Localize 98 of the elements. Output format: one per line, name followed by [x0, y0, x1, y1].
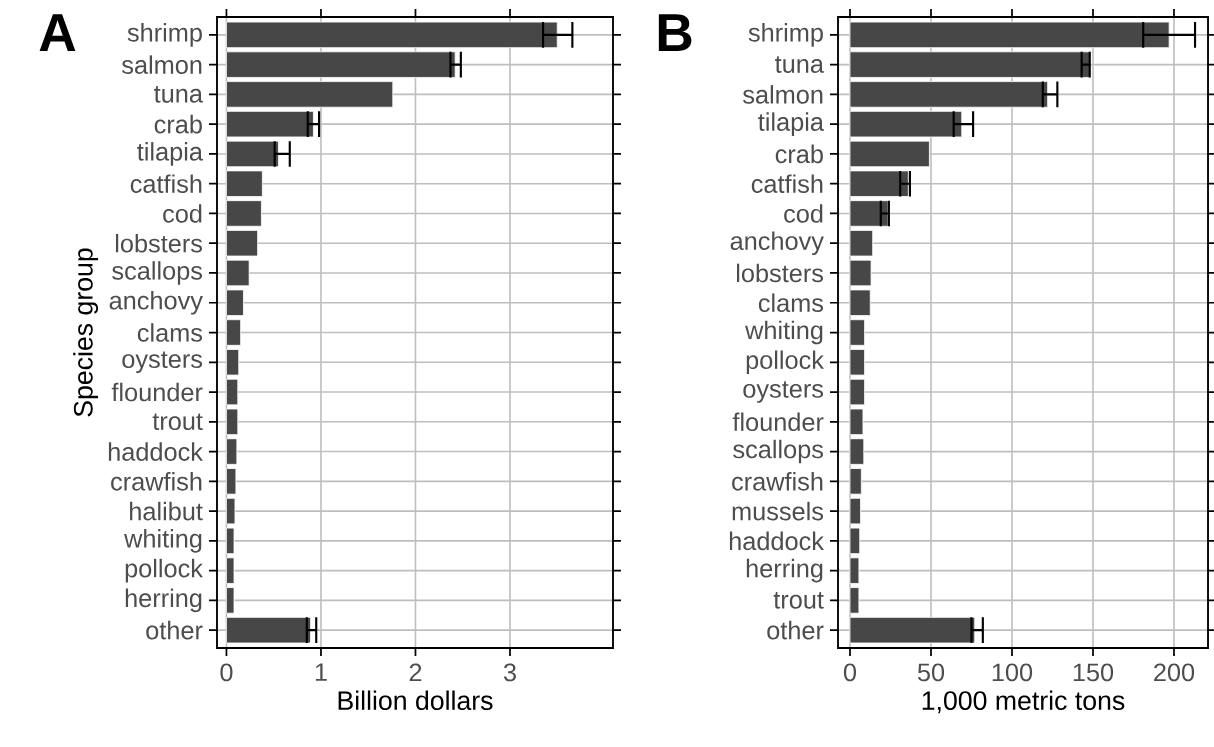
bar [849, 378, 865, 406]
y-tick-label: oysters [122, 351, 203, 374]
y-tick-label: crab [154, 114, 202, 134]
y-tick-label: shrimp [748, 23, 823, 47]
x-tick-label: 200 [1154, 663, 1195, 682]
y-tick-label: trout [152, 413, 203, 431]
y-tick-label: shrimp [127, 23, 202, 47]
bar [226, 378, 239, 406]
y-tick-label: trout [773, 592, 824, 609]
bar [849, 408, 864, 436]
y-tick-label: crab [775, 144, 823, 164]
y-tick-label: whiting [124, 529, 202, 553]
y-tick-label: clams [137, 323, 203, 342]
y-tick-label: halibut [130, 501, 203, 521]
y-tick-label: lobsters [736, 263, 824, 283]
y-tick-label: cod [784, 204, 823, 223]
x-tick-label: 1 [315, 663, 327, 681]
y-tick-label: scallops [733, 439, 824, 464]
bar [226, 51, 456, 78]
chart-title: B [658, 14, 692, 51]
bar [849, 51, 1091, 78]
bar [849, 587, 860, 614]
bar [226, 81, 394, 108]
bar [226, 259, 250, 287]
y-tick-label: haddock [729, 531, 824, 551]
bar [849, 349, 865, 376]
bar [849, 200, 889, 227]
y-tick-label: mussels [732, 501, 824, 521]
bar [226, 110, 314, 138]
y-tick-label: crawfish [111, 472, 202, 491]
bar [226, 200, 262, 227]
bar [849, 616, 976, 644]
bar [226, 140, 279, 168]
bar [226, 170, 263, 197]
bar [226, 527, 235, 555]
x-tick-label: 150 [1073, 663, 1114, 682]
y-tick-label: herring [125, 588, 202, 613]
x-axis-title: Billion dollars [338, 690, 493, 711]
x-axis-title: 1,000 metric tons [922, 690, 1125, 714]
bar [226, 21, 558, 49]
bar [849, 557, 860, 584]
y-tick-label: tilapia [758, 112, 824, 136]
bar [226, 497, 236, 525]
bar [849, 81, 1049, 108]
y-tick-label: salmon [743, 85, 823, 104]
bar [226, 289, 244, 316]
x-tick-label: 2 [409, 663, 422, 682]
bar [226, 438, 238, 465]
bar [849, 438, 865, 465]
bar [849, 140, 930, 168]
x-tick-label: 50 [917, 663, 945, 682]
y-tick-label: oysters [743, 381, 824, 403]
y-tick-label: tilapia [137, 142, 203, 166]
y-tick-label: pollock [125, 558, 203, 583]
bar [849, 259, 872, 287]
bar [849, 497, 861, 525]
x-tick-label: 3 [503, 663, 516, 682]
y-tick-label: haddock [108, 442, 203, 461]
y-axis-title: Species group [73, 248, 99, 417]
y-tick-label: flounder [111, 382, 203, 402]
y-tick-label: crawfish [732, 472, 823, 491]
y-tick-label: catfish [130, 174, 202, 193]
bar [226, 349, 240, 376]
y-tick-label: salmon [122, 55, 202, 74]
x-tick-label: 0 [220, 663, 233, 682]
y-tick-label: anchovy [730, 231, 824, 256]
y-tick-label: cod [163, 204, 202, 223]
bar [849, 527, 861, 555]
y-tick-label: tuna [775, 56, 824, 73]
bar [226, 616, 311, 644]
y-tick-label: other [146, 620, 203, 640]
y-tick-label: anchovy [109, 290, 203, 315]
bar [226, 408, 239, 436]
bar [849, 289, 871, 316]
bar [849, 110, 963, 138]
bar [849, 21, 1170, 49]
bar [226, 230, 259, 257]
bar [226, 557, 235, 584]
bar [226, 587, 235, 614]
bar [226, 319, 242, 346]
y-tick-label: catfish [751, 174, 823, 193]
bar [849, 319, 865, 346]
y-tick-label: clams [758, 293, 824, 313]
x-tick-label: 0 [843, 663, 857, 682]
bar [849, 230, 874, 257]
bar [226, 468, 237, 495]
y-tick-label: pollock [746, 350, 824, 375]
y-tick-label: tuna [154, 86, 203, 103]
y-tick-label: whiting [745, 320, 823, 345]
y-tick-label: lobsters [115, 233, 203, 253]
x-tick-label: 100 [992, 663, 1033, 682]
chart-title: A [39, 14, 76, 51]
y-tick-label: scallops [112, 261, 203, 285]
y-tick-label: flounder [732, 412, 824, 432]
y-tick-label: herring [746, 558, 823, 583]
bar [849, 468, 862, 495]
bar [849, 170, 909, 197]
y-tick-label: other [767, 620, 824, 640]
